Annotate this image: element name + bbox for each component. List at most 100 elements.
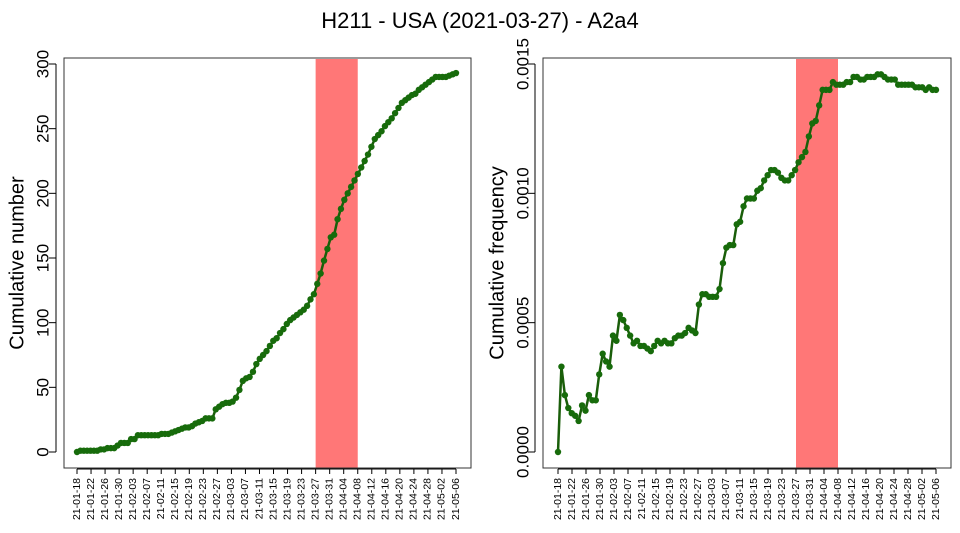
plot-frame [63,57,472,469]
data-point [599,350,606,357]
data-point [795,159,802,166]
data-point [310,291,318,298]
data-point [273,334,280,342]
x-tick-label: 21-02-15 [169,478,181,520]
data-point [337,205,345,213]
data-point [571,412,579,419]
data-point [774,169,782,176]
data-point [805,133,813,140]
x-tick-label: 21-04-08 [832,478,844,520]
data-point [681,329,689,337]
y-tick-label: 300 [33,50,52,78]
x-tick-label: 21-04-28 [902,478,914,520]
y-tick-label: 0 [33,447,52,456]
data-point [826,86,833,94]
data-point [740,203,747,210]
x-tick-label: 21-05-02 [916,478,928,520]
data-point [736,218,744,225]
data-point [361,157,368,165]
x-tick-label: 21-02-03 [608,478,620,520]
data-point [388,115,395,122]
x-tick-label: 21-02-23 [197,478,209,520]
data-point [395,104,402,112]
x-tick-label: 21-03-11 [734,478,746,519]
data-point [798,153,806,161]
x-tick-label: 21-04-08 [352,478,364,520]
x-tick-label: 21-02-15 [650,478,662,520]
data-point [347,183,355,191]
data-point [750,195,758,202]
y-tick-label: 0.0015 [513,38,532,90]
data-point [802,148,809,156]
x-tick-label: 21-01-18 [552,478,564,520]
data-point [341,196,348,203]
data-point [609,332,617,339]
data-point [320,257,328,264]
panel-1: 0 50 100 150 200 250 300 Cumulative number 21-01… [6,50,472,520]
series-line [556,73,936,453]
data-point [602,358,610,365]
y-tick-label: 200 [33,179,52,207]
x-tick-label: 21-04-24 [408,478,420,520]
x-tick-label: 21-02-27 [211,478,223,520]
x-tick-label: 21-04-20 [394,478,406,520]
data-point [716,285,723,293]
x-tick-label: 21-03-27 [790,478,802,520]
data-point [561,391,569,399]
data-point [633,337,641,344]
data-point [764,172,771,179]
x-tick-label: 21-05-02 [436,478,448,520]
data-point [592,397,599,404]
data-point [613,337,620,344]
x-tick-label: 21-02-27 [692,478,704,520]
data-point [554,448,562,456]
data-point [578,402,586,409]
x-tick-label: 21-04-12 [366,478,378,520]
data-point [616,311,624,319]
data-point [266,342,274,350]
x-tick-label: 21-03-15 [267,478,279,520]
data-point [565,404,572,412]
y-tick-label: 150 [33,244,52,272]
x-tick-label: 21-02-19 [183,478,195,520]
data-point [695,301,703,308]
data-point [932,86,940,94]
x-tick-label: 21-01-30 [113,478,125,520]
x-tick-label: 21-03-19 [762,478,774,520]
x-tick-label: 21-03-31 [804,478,816,520]
y-tick-label: 250 [33,114,52,142]
data-point [815,102,823,109]
data-point [314,280,321,288]
data-point [719,259,727,267]
data-point [846,78,854,86]
x-tick-label: 21-04-24 [888,478,900,520]
y-axis-label: Cumulative frequency [486,166,508,359]
data-point [344,190,351,197]
x-tick-label: 21-03-23 [295,478,307,520]
data-point [812,117,819,125]
data-point [391,109,399,117]
x-tick-label: 21-03-19 [281,478,293,520]
x-tick-label: 21-02-03 [127,478,139,520]
y-tick-label: 50 [33,378,52,397]
x-tick-label: 21-03-15 [748,478,760,520]
x-tick-label: 21-04-16 [380,478,392,520]
data-point [891,76,898,83]
data-point [620,316,627,324]
data-point [668,340,675,347]
x-tick-label: 21-01-18 [71,478,83,520]
data-point [280,325,287,333]
panel-2: 0.0000 0.0005 0.0010 0.0015 Cumulative frequ… [486,38,952,520]
data-point [263,347,270,355]
data-point [596,371,603,378]
x-tick-label: 21-03-27 [309,478,321,520]
data-point [647,347,654,355]
x-tick-label: 21-03-31 [323,478,335,520]
data-point [785,177,792,184]
y-tick-label: 0.0005 [513,297,532,349]
data-point [303,302,311,310]
data-point [317,270,324,277]
data-point [334,216,341,223]
x-tick-label: 21-03-23 [776,478,788,520]
x-tick-label: 21-04-16 [860,478,872,520]
